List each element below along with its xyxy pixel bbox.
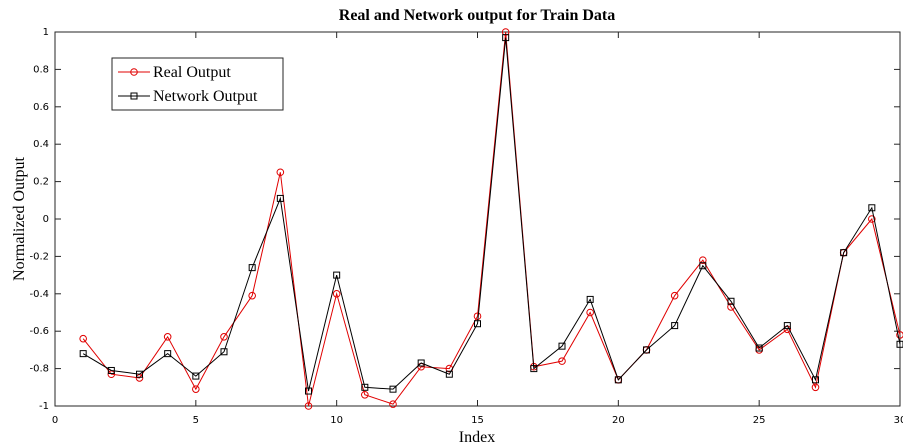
legend: Real Output Network Output [111,57,284,111]
marker-square [248,264,256,272]
marker-square [192,372,200,380]
y-tick-label: -0.2 [29,251,49,262]
marker-circle [811,383,820,392]
y-tick-label: -1 [39,401,49,412]
marker-square [276,194,284,202]
marker-square [586,295,594,303]
marker-square [530,365,538,373]
marker-circle [868,215,876,223]
marker-circle [699,256,707,264]
x-tick-label: 10 [330,415,343,426]
legend-box [111,57,284,111]
y-tick-label: 0.2 [33,177,49,188]
marker-square [727,297,735,305]
legend-label: Network Output [153,88,258,105]
y-tick-label: 0.6 [33,102,49,113]
marker-circle [332,290,341,298]
y-tick-label: -0.4 [29,289,49,300]
marker-square [699,262,707,270]
marker-square [417,359,425,367]
chart-title: Real and Network output for Train Data [339,7,615,24]
legend-label: Real Output [153,64,231,81]
marker-square [868,204,876,212]
marker-square [305,387,312,395]
marker-circle [586,308,594,317]
marker-square [502,34,510,42]
marker-square [389,385,397,393]
marker-circle [248,291,256,300]
series-line [82,31,901,407]
marker-square [896,340,903,348]
x-tick-label: 25 [753,415,766,426]
marker-circle [558,357,566,365]
marker-square [671,322,679,330]
x-axis-label: Index [459,429,495,446]
marker-square [614,376,622,384]
x-tick-label: 0 [52,415,58,426]
marker-circle [192,385,200,393]
marker-square [220,348,228,356]
marker-square [474,320,481,328]
marker-circle [501,28,510,36]
marker-square [164,350,172,358]
y-tick-label: -0.6 [29,326,49,337]
series-line [82,37,901,392]
x-tick-label: 15 [471,415,484,426]
marker-circle [220,333,228,341]
x-tick-label: 20 [612,415,625,426]
legend-marker [130,92,138,100]
x-tick-label: 30 [894,415,903,426]
y-tick-label: 0.8 [33,64,49,75]
marker-circle [276,168,285,177]
y-tick-label: -0.8 [29,364,49,375]
marker-square [783,322,791,330]
marker-circle [163,333,172,341]
marker-circle [361,390,369,399]
marker-square [755,344,763,352]
marker-square [79,350,87,358]
y-tick-label: 1 [43,27,49,38]
y-axis-label: Normalized Output [11,156,28,281]
x-tick-label: 5 [193,415,199,426]
marker-square [361,383,369,391]
marker-circle [304,402,313,410]
marker-square [643,346,650,354]
marker-circle [896,331,903,339]
marker-square [333,271,341,279]
marker-square [445,370,453,378]
marker-square [136,370,143,378]
marker-circle [79,334,87,343]
marker-circle [670,291,679,300]
marker-square [812,376,819,384]
marker-square [840,249,848,257]
y-tick-label: 0.4 [33,139,49,150]
marker-square [107,366,115,374]
marker-square [558,342,566,350]
y-tick-label: 0 [43,214,49,225]
legend-marker [130,68,138,76]
marker-circle [389,400,397,408]
